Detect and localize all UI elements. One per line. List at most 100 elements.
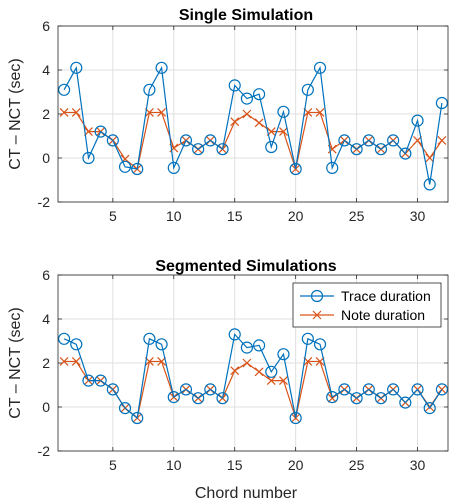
y-tick-label: 4 — [42, 311, 50, 327]
data-point-note — [71, 357, 81, 366]
data-point-trace — [57, 332, 71, 345]
data-point-trace — [362, 383, 375, 396]
data-point-note — [59, 108, 69, 117]
data-point-trace — [143, 332, 156, 345]
data-point-trace — [106, 134, 119, 147]
data-point-note — [230, 117, 240, 127]
chart-title: Single Simulation — [179, 7, 313, 24]
data-point-trace — [192, 392, 205, 405]
data-point-trace — [167, 161, 180, 174]
y-axis-label-bottom: CT – NCT (sec) — [7, 307, 24, 418]
data-point-trace — [350, 143, 363, 156]
data-point-trace — [277, 348, 290, 361]
data-point-note — [71, 108, 81, 117]
y-axis-label-top: CT – NCT (sec) — [7, 58, 24, 169]
data-point-note — [157, 108, 167, 117]
y-tick-label: 2 — [42, 355, 50, 371]
data-point-trace — [252, 88, 266, 101]
y-tick-label: -2 — [38, 194, 51, 210]
data-point-trace — [338, 134, 351, 147]
chart-segmented-simulations: Segmented Simulations 5 10 15 20 25 30 -2 0 2 4 6 — [38, 258, 449, 473]
data-point-trace — [301, 83, 314, 96]
data-point-trace — [167, 391, 180, 404]
x-axis-label: Chord number — [195, 485, 298, 502]
data-point-trace — [313, 338, 327, 351]
data-point-note — [254, 118, 264, 128]
x-tick-label: 25 — [349, 208, 365, 224]
x-tick-label: 5 — [109, 208, 117, 224]
data-point-trace — [228, 79, 241, 92]
data-point-trace — [399, 396, 412, 409]
data-point-trace — [411, 383, 424, 396]
legend-trace-label: Trace duration — [341, 288, 431, 304]
data-point-trace — [326, 161, 339, 174]
data-point-trace — [338, 383, 351, 396]
data-point-note — [315, 108, 325, 117]
chart-single-simulation: Single Simulation 5 10 15 20 25 30 -2 0 2 4 6 — [38, 7, 449, 224]
data-point-trace — [252, 339, 266, 352]
y-tick-label: 6 — [42, 18, 50, 34]
x-tick-label: 15 — [227, 208, 243, 224]
series-line-trace — [63, 333, 443, 420]
data-point-trace — [326, 391, 339, 404]
data-point-trace — [423, 178, 436, 191]
data-point-trace — [301, 332, 314, 345]
legend-note-marker-icon — [312, 310, 322, 320]
y-tick-label: 0 — [42, 399, 50, 415]
data-point-trace — [265, 365, 278, 378]
data-point-trace — [155, 61, 168, 74]
legend-trace-marker-icon — [310, 289, 324, 303]
x-tick-label: 5 — [109, 457, 117, 473]
data-point-trace — [362, 134, 375, 147]
data-point-trace — [204, 134, 217, 147]
x-tick-label: 20 — [288, 457, 304, 473]
data-point-trace — [399, 147, 412, 160]
data-point-trace — [265, 140, 278, 154]
data-point-trace — [155, 338, 168, 351]
data-point-trace — [131, 411, 144, 425]
x-tick-label: 30 — [410, 208, 426, 224]
y-tick-label: 4 — [42, 62, 50, 78]
data-point-note — [242, 358, 252, 368]
data-point-note — [315, 357, 325, 366]
legend: Trace duration Note duration — [292, 282, 442, 328]
data-point-trace — [374, 392, 388, 405]
data-point-trace — [94, 374, 107, 387]
data-point-trace — [289, 411, 302, 425]
data-point-trace — [70, 61, 83, 74]
data-point-trace — [411, 114, 424, 127]
data-point-note — [425, 153, 435, 163]
data-point-trace — [387, 134, 400, 147]
data-point-note — [279, 127, 288, 137]
data-point-trace — [240, 341, 254, 354]
x-tick-label: 10 — [166, 208, 182, 224]
data-point-trace — [216, 143, 229, 156]
data-point-note — [230, 366, 240, 376]
y-tick-label: 2 — [42, 106, 50, 122]
data-point-trace — [70, 338, 83, 351]
data-point-note — [157, 357, 167, 366]
data-point-note — [254, 367, 264, 377]
data-point-note — [437, 135, 447, 145]
y-tick-label: 6 — [42, 267, 50, 283]
data-point-trace — [435, 383, 449, 396]
plot-frame — [57, 25, 449, 203]
data-point-trace — [57, 83, 71, 96]
data-point-trace — [423, 402, 436, 415]
y-tick-label: -2 — [38, 443, 51, 459]
x-tick-label: 30 — [410, 457, 426, 473]
data-point-trace — [216, 392, 229, 405]
legend-note-label: Note duration — [341, 307, 425, 323]
data-point-trace — [82, 374, 95, 387]
data-point-trace — [82, 151, 95, 165]
data-point-trace — [106, 383, 119, 396]
data-point-trace — [387, 383, 400, 396]
plot-area: 5 10 15 20 25 30 -2 0 2 4 6 — [38, 18, 449, 224]
data-point-trace — [277, 105, 290, 118]
y-tick-label: 0 — [42, 150, 50, 166]
data-point-trace — [289, 162, 302, 176]
data-point-note — [266, 376, 276, 386]
data-point-trace — [118, 160, 132, 173]
data-point-trace — [313, 61, 327, 74]
